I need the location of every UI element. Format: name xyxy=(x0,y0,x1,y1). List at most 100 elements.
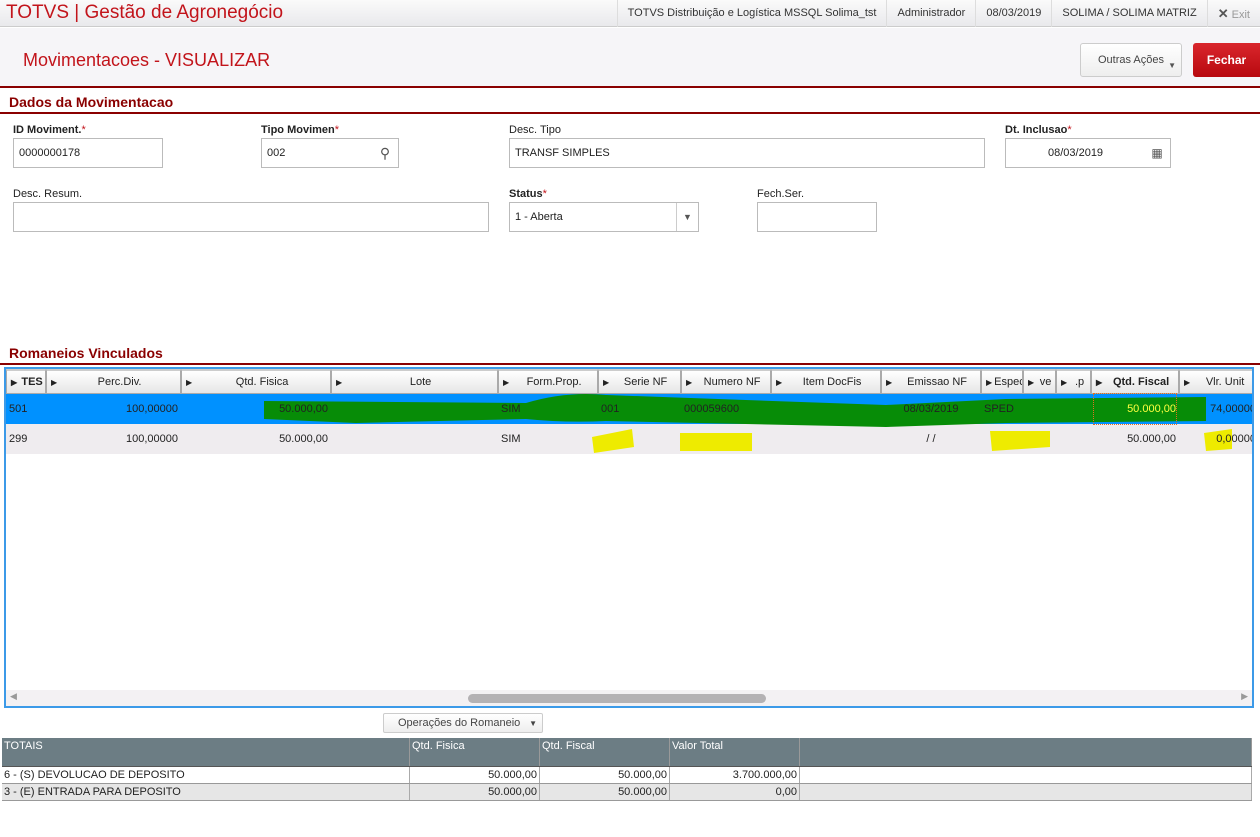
dt-inclusao-field[interactable]: 08/03/2019 ▦ xyxy=(1005,138,1171,168)
column-header[interactable]: ▶ Serie NF xyxy=(598,369,681,394)
date-info: 08/03/2019 xyxy=(975,0,1051,27)
exit-label: Exit xyxy=(1231,9,1250,21)
table-cell: 50.000,00 xyxy=(410,784,540,800)
romaneios-grid: ▶ TES ▶ Perc.Div. ▶ Qtd. Fisica ▶ Lote ▶ Form.Pro… xyxy=(4,367,1254,708)
scroll-left-icon[interactable]: ◀ xyxy=(10,691,17,701)
sort-arrow-icon: ▶ xyxy=(503,377,510,387)
status-label-text: Status xyxy=(509,188,543,200)
sort-arrow-icon: ▶ xyxy=(686,377,693,387)
column-header[interactable]: ▶ Emissao NF xyxy=(881,369,981,394)
status-select[interactable]: 1 - Aberta ▼ xyxy=(509,202,699,232)
required-mark: * xyxy=(81,124,86,136)
section-title-romaneios: Romaneios Vinculados xyxy=(9,345,163,361)
operacoes-romaneio-button[interactable]: Operações do Romaneio ▼ xyxy=(383,713,543,733)
environment-info: TOTVS Distribuição e Logística MSSQL Sol… xyxy=(616,0,887,27)
operacoes-label: Operações do Romaneio xyxy=(398,717,521,729)
column-header-label: Perc.Div. xyxy=(97,376,142,388)
calendar-icon[interactable]: ▦ xyxy=(1151,146,1163,160)
column-header-label: Item DocFis xyxy=(802,376,862,388)
sort-arrow-icon: ▶ xyxy=(186,377,193,387)
outras-acoes-label: Outras Ações xyxy=(1097,54,1165,66)
grid-header: ▶ TES ▶ Perc.Div. ▶ Qtd. Fisica ▶ Lote ▶ Form.Pro… xyxy=(6,369,1252,394)
tipo-movimen-field[interactable]: 002 ⚲ xyxy=(261,138,399,168)
fech-ser-label: Fech.Ser. xyxy=(757,188,805,200)
id-label-text: ID Moviment. xyxy=(13,124,82,136)
chevron-down-icon: ▼ xyxy=(1168,61,1176,70)
required-mark: * xyxy=(1067,124,1072,136)
tipo-label-text: Tipo Movimen xyxy=(261,124,335,136)
branch-info[interactable]: SOLIMA / SOLIMA MATRIZ xyxy=(1051,0,1206,27)
divider xyxy=(0,112,1260,114)
table-cell xyxy=(800,784,1252,800)
dt-inclusao-label: Dt. Inclusao* xyxy=(1005,124,1072,136)
sort-arrow-icon: ▶ xyxy=(1028,377,1035,387)
sort-arrow-icon: ▶ xyxy=(986,377,993,387)
column-header: Qtd. Fisica xyxy=(410,738,540,766)
desc-resum-label: Desc. Resum. xyxy=(13,188,83,200)
table-cell: 0,00 xyxy=(670,784,800,800)
totais-header: TOTAIS Qtd. Fisica Qtd. Fiscal Valor Total xyxy=(2,738,1252,767)
column-header[interactable]: ▶Especie xyxy=(981,369,1023,394)
chevron-down-icon[interactable]: ▼ xyxy=(676,203,698,231)
id-moviment-field[interactable]: 0000000178 xyxy=(13,138,163,168)
column-header-label: Emissao NF xyxy=(907,376,968,388)
column-header-label: Form.Prop. xyxy=(526,376,582,388)
table-cell: 50.000,00 xyxy=(540,767,670,783)
column-header-label: Numero NF xyxy=(703,376,761,388)
table-row[interactable] xyxy=(6,394,1252,424)
column-header-label: ve xyxy=(1039,376,1052,388)
scrollbar-thumb[interactable] xyxy=(468,694,766,703)
table-row[interactable] xyxy=(6,424,1252,454)
column-header: TOTAIS xyxy=(2,738,410,766)
horizontal-scrollbar[interactable]: ◀ ▶ xyxy=(6,690,1252,706)
column-header-label: Especie xyxy=(994,376,1022,388)
table-cell: 6 - (S) DEVOLUCAO DE DEPOSITO xyxy=(2,767,410,783)
id-label: ID Moviment.* xyxy=(13,124,86,136)
column-header[interactable]: ▶ Lote xyxy=(331,369,498,394)
column-header[interactable]: ▶ .p xyxy=(1056,369,1091,394)
desc-tipo-label: Desc. Tipo xyxy=(509,124,561,136)
close-icon: ✕ xyxy=(1217,6,1229,21)
search-icon[interactable]: ⚲ xyxy=(379,145,391,161)
scroll-right-icon[interactable]: ▶ xyxy=(1241,691,1248,701)
sort-arrow-icon: ▶ xyxy=(336,377,343,387)
column-header[interactable]: ▶ TES xyxy=(6,369,46,394)
status-label: Status* xyxy=(509,188,547,200)
table-cell xyxy=(800,767,1252,783)
table-cell: 50.000,00 xyxy=(540,784,670,800)
outras-acoes-button[interactable]: Outras Ações ▼ xyxy=(1080,43,1182,77)
required-mark: * xyxy=(334,124,340,136)
column-header[interactable]: ▶ Perc.Div. xyxy=(46,369,181,394)
column-header-label: Lote xyxy=(409,376,432,388)
desc-tipo-field[interactable]: TRANSF SIMPLES xyxy=(509,138,985,168)
column-header-label: Serie NF xyxy=(623,376,668,388)
column-header-label: .p xyxy=(1074,376,1085,388)
section-title-dados: Dados da Movimentacao xyxy=(9,94,174,110)
column-header[interactable]: ▶ Vlr. Unit xyxy=(1179,369,1252,394)
column-header[interactable]: ▶ ve xyxy=(1023,369,1056,394)
dt-value: 08/03/2019 xyxy=(1048,147,1104,159)
chevron-down-icon: ▼ xyxy=(529,719,537,728)
exit-button[interactable]: ✕ Exit xyxy=(1206,0,1260,27)
fech-ser-field[interactable] xyxy=(757,202,877,232)
dt-label-text: Dt. Inclusao xyxy=(1005,124,1068,136)
table-cell: 50.000,00 xyxy=(410,767,540,783)
desc-resum-field[interactable] xyxy=(13,202,489,232)
sort-arrow-icon: ▶ xyxy=(1061,377,1068,387)
column-header: Qtd. Fiscal xyxy=(540,738,670,766)
column-header[interactable]: ▶ Qtd. Fisica xyxy=(181,369,331,394)
column-header[interactable]: ▶ Numero NF xyxy=(681,369,771,394)
sort-arrow-icon: ▶ xyxy=(11,377,18,387)
column-header-label: Vlr. Unit xyxy=(1205,376,1245,388)
app-brand: TOTVS | Gestão de Agronegócio xyxy=(6,2,284,23)
divider xyxy=(0,363,1260,365)
column-header[interactable]: ▶ Form.Prop. xyxy=(498,369,598,394)
top-bar: TOTVS | Gestão de Agronegócio TOTVS Dist… xyxy=(0,0,1260,27)
sort-arrow-icon: ▶ xyxy=(51,377,58,387)
sort-arrow-icon: ▶ xyxy=(776,377,783,387)
column-header[interactable]: ▶ Item DocFis xyxy=(771,369,881,394)
column-header[interactable]: ▶ Qtd. Fiscal xyxy=(1091,369,1179,394)
sort-arrow-icon: ▶ xyxy=(603,377,610,387)
fechar-button[interactable]: Fechar xyxy=(1193,43,1260,77)
page-header: Movimentacoes - VISUALIZAR Outras Ações ▼… xyxy=(0,28,1260,88)
